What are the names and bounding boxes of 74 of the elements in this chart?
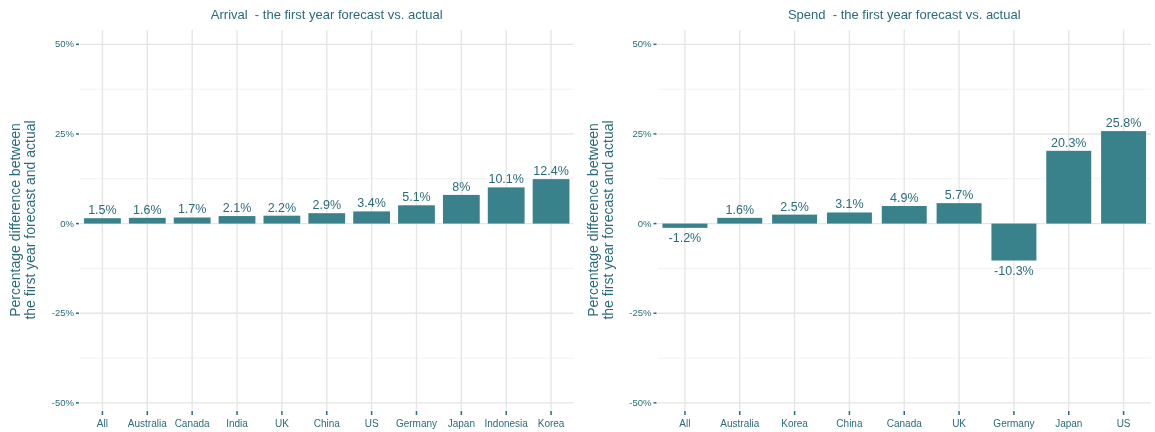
bar	[353, 211, 391, 224]
x-tick-label: China	[313, 418, 341, 429]
data-label: 1.5%	[88, 203, 117, 218]
x-tick-label: UK	[274, 418, 290, 429]
y-tick-label: 0%	[60, 217, 75, 229]
x-tick-label: China	[836, 418, 863, 429]
data-label: 2.9%	[312, 198, 341, 213]
bar	[1101, 131, 1147, 224]
x-tick-label: Korea	[781, 418, 809, 429]
data-label: 2.2%	[267, 200, 297, 215]
bar	[936, 203, 982, 224]
y-tick-label: 50%	[54, 38, 75, 50]
data-label: 10.1%	[488, 172, 524, 187]
bar	[991, 223, 1037, 261]
data-label: 1.7%	[177, 202, 207, 217]
y-tick-label: 50%	[632, 38, 653, 50]
x-tick-label: Japan	[447, 418, 475, 429]
data-label: 25.8%	[1105, 116, 1142, 131]
y-tick-label: -25%	[629, 307, 653, 319]
x-tick-label: Japan	[1055, 418, 1083, 429]
x-tick-label: Germany	[395, 418, 438, 429]
bar	[173, 217, 211, 224]
data-label: 8%	[452, 179, 471, 194]
data-label: 12.4%	[533, 164, 569, 179]
data-label: 20.3%	[1051, 135, 1087, 150]
bar	[84, 218, 121, 224]
data-label: 5.7%	[944, 188, 974, 203]
bar	[308, 213, 346, 224]
bar	[263, 215, 301, 224]
bar	[398, 205, 435, 224]
x-tick-label: All	[96, 418, 108, 429]
bar	[826, 212, 872, 224]
bar	[442, 194, 480, 224]
data-label: 5.1%	[402, 190, 431, 205]
bar	[717, 217, 763, 224]
bar	[487, 187, 525, 224]
bar	[218, 216, 256, 224]
x-tick-label: Australia	[127, 418, 168, 429]
y-tick-label: -50%	[629, 396, 653, 408]
data-label: 3.1%	[835, 197, 864, 212]
y-tick-label: -50%	[51, 396, 75, 408]
y-tick-label: 25%	[54, 128, 75, 139]
data-label: -10.3%	[994, 263, 1034, 278]
y-tick-label: 25%	[632, 128, 653, 139]
chart-title: Arrival - the first year forecast vs. actual	[210, 7, 443, 22]
x-tick-label: Korea	[537, 418, 565, 429]
chart-title: Spend - the first year forecast vs. actual	[787, 7, 1021, 22]
data-label: 3.4%	[357, 196, 386, 211]
data-label: 1.6%	[725, 202, 754, 217]
x-tick-label: Australia	[720, 418, 760, 429]
x-tick-label: Germany	[993, 418, 1035, 429]
x-tick-label: US	[364, 418, 379, 429]
x-tick-label: US	[1116, 418, 1131, 429]
x-tick-label: Canada	[174, 418, 211, 429]
x-tick-label: All	[679, 418, 691, 429]
x-tick-label: Indonesia	[484, 418, 529, 429]
bar	[662, 223, 708, 228]
x-tick-label: Canada	[886, 418, 923, 429]
y-tick-label: -25%	[51, 307, 75, 319]
y-axis-title: Percentage difference between the first year forecast and actual	[584, 120, 616, 320]
data-label: 1.6%	[133, 202, 162, 217]
y-axis-title: Percentage difference between the first year forecast and actual	[7, 120, 38, 320]
y-tick-label: 0%	[637, 217, 653, 229]
bar	[881, 206, 927, 224]
x-tick-label: India	[226, 418, 249, 429]
bar	[128, 217, 166, 224]
x-tick-label: UK	[952, 418, 967, 429]
bar	[1046, 150, 1092, 224]
bar	[772, 214, 818, 224]
data-label: -1.2%	[668, 230, 702, 245]
data-label: 2.1%	[222, 201, 252, 216]
bar	[532, 179, 570, 224]
data-label: 4.9%	[890, 191, 919, 206]
data-label: 2.5%	[780, 199, 809, 214]
